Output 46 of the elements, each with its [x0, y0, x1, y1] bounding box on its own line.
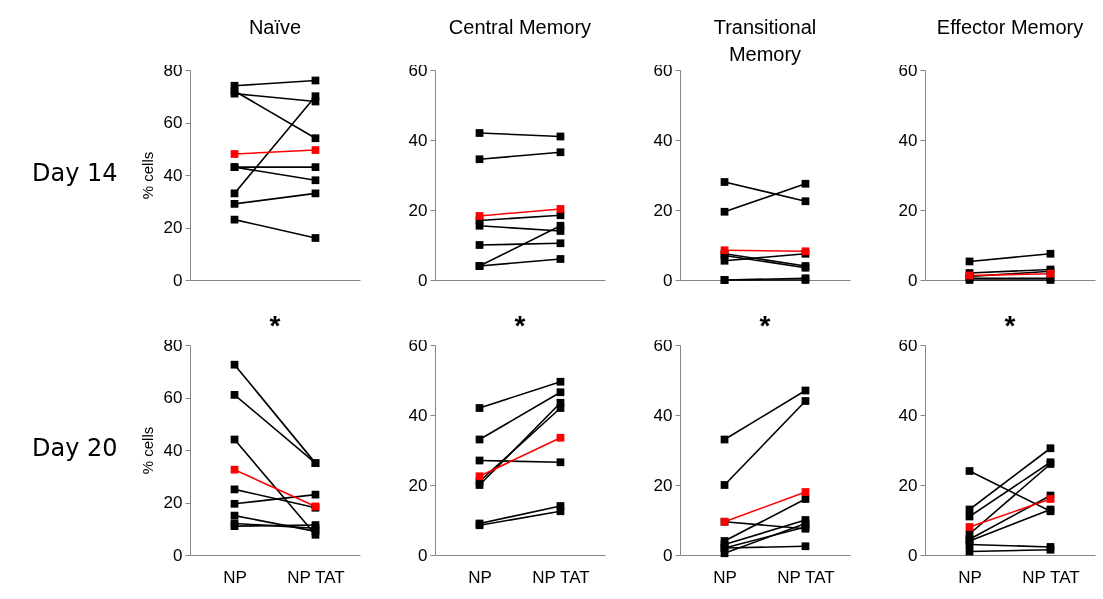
chart-title: Central Memory — [448, 15, 592, 40]
x-tick-label: NP TAT — [532, 567, 590, 587]
y-tick-label: 20 — [898, 200, 918, 220]
text: Day 14 — [32, 159, 118, 187]
y-tick-label: 40 — [653, 405, 673, 425]
y-tick-label: 40 — [163, 440, 183, 460]
y-tick-label: 20 — [653, 200, 673, 220]
y-tick-label: 40 — [408, 405, 428, 425]
x-tick-label: NP — [958, 567, 982, 587]
y-tick-label: 20 — [408, 200, 428, 220]
text: * — [1004, 310, 1016, 341]
text: * — [514, 310, 526, 341]
y-tick-label: 20 — [163, 493, 183, 512]
x-tick-label: NP TAT — [777, 567, 835, 587]
y-axis-title: % cells — [138, 151, 156, 200]
y-tick-label: 0 — [908, 270, 918, 290]
y-axis-title: % cells — [138, 426, 156, 475]
y-tick-label: 20 — [898, 475, 918, 495]
x-tick-label: NP TAT — [1022, 567, 1080, 587]
x-tick-label: NP — [223, 567, 247, 587]
chart-title: Effector Memory — [936, 15, 1084, 40]
y-tick-label: 0 — [663, 270, 673, 290]
text: * — [759, 310, 771, 341]
y-tick-label: 40 — [163, 165, 183, 185]
y-tick-label: 0 — [173, 270, 183, 290]
y-tick-label: 0 — [173, 545, 183, 565]
y-tick-label: 20 — [163, 218, 183, 237]
text: Day 20 — [32, 434, 118, 462]
y-tick-label: 60 — [163, 113, 183, 132]
chart-title: Transitional Memory — [712, 15, 818, 67]
y-tick-label: 40 — [653, 130, 673, 150]
y-tick-label: 0 — [908, 545, 918, 565]
y-tick-label: 40 — [898, 130, 918, 150]
y-tick-label: 20 — [653, 475, 673, 495]
x-tick-label: NP — [468, 567, 492, 587]
chart-title: Naïve — [248, 15, 302, 40]
y-tick-label: 40 — [408, 130, 428, 150]
y-tick-label: 0 — [418, 545, 428, 565]
x-tick-label: NP TAT — [287, 567, 345, 587]
y-tick-label: 40 — [898, 405, 918, 425]
y-tick-label: 20 — [408, 475, 428, 495]
y-tick-label: 0 — [418, 270, 428, 290]
text: * — [269, 310, 281, 341]
x-tick-label: NP — [713, 567, 737, 587]
y-tick-label: 0 — [663, 545, 673, 565]
y-tick-label: 60 — [163, 388, 183, 407]
